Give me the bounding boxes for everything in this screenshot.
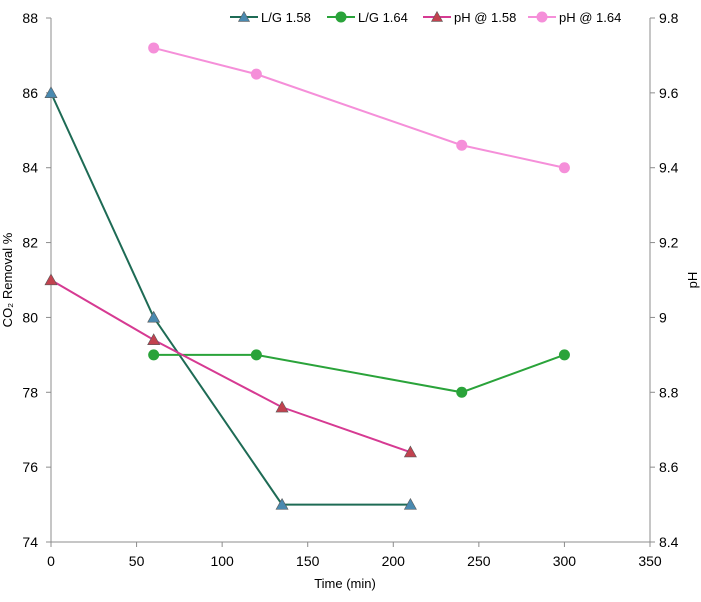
series-2 <box>148 349 570 398</box>
y2-tick-label: 8.8 <box>659 384 679 400</box>
x-tick-label: 100 <box>210 553 234 569</box>
legend-item: L/G 1.64 <box>327 10 408 25</box>
legend-label: pH @ 1.64 <box>559 10 621 25</box>
y2-tick-label: 9.6 <box>659 85 679 101</box>
series-line <box>153 353 565 394</box>
data-point <box>147 333 161 345</box>
legend-item: pH @ 1.64 <box>528 10 621 25</box>
x-tick-label: 250 <box>467 553 491 569</box>
legend-label: L/G 1.64 <box>358 10 408 25</box>
data-point <box>147 310 161 323</box>
y-tick-label: 88 <box>22 10 38 26</box>
y-axis-title: CO₂ Removal % <box>0 232 15 327</box>
data-point <box>275 497 289 510</box>
series-line <box>153 46 565 169</box>
legend-marker <box>430 10 444 22</box>
data-point <box>250 349 262 361</box>
series-line <box>50 279 411 454</box>
data-point <box>275 400 289 413</box>
y2-tick-label: 9.2 <box>659 235 679 251</box>
data-point <box>456 139 468 151</box>
x-tick-label: 50 <box>129 553 145 569</box>
x-tick-label: 200 <box>382 553 406 569</box>
y2-tick-label: 9.4 <box>659 160 679 176</box>
data-point <box>148 349 160 361</box>
x-tick-label: 0 <box>47 553 55 569</box>
data-point <box>403 497 417 510</box>
legend-label: L/G 1.58 <box>261 10 311 25</box>
y2-axis-title: pH <box>685 272 700 289</box>
y-tick-label: 82 <box>22 235 38 251</box>
y-tick-label: 76 <box>22 459 38 475</box>
legend-marker <box>237 10 251 22</box>
x-axis-title: Time (min) <box>314 576 376 591</box>
series-1 <box>44 86 417 510</box>
legend-label: pH @ 1.58 <box>454 10 516 25</box>
data-point <box>44 86 58 98</box>
data-point <box>558 162 570 174</box>
y2-tick-label: 8.4 <box>659 534 679 550</box>
data-point <box>148 42 160 54</box>
y-tick-label: 78 <box>22 384 38 400</box>
y-tick-label: 84 <box>22 160 38 176</box>
y-tick-label: 80 <box>22 309 38 325</box>
y2-tick-label: 8.6 <box>659 459 679 475</box>
legend-marker <box>536 11 548 23</box>
y2-tick-label: 9 <box>659 309 667 325</box>
data-point <box>456 386 468 398</box>
x-tick-label: 150 <box>296 553 320 569</box>
x-tick-label: 300 <box>553 553 577 569</box>
legend-item: pH @ 1.58 <box>423 10 516 25</box>
x-tick-label: 350 <box>638 553 662 569</box>
legend-marker <box>335 11 347 23</box>
data-point <box>250 68 262 80</box>
legend-item: L/G 1.58 <box>230 10 311 25</box>
axes: 0 50 100 150 200 250 300 350 74 76 78 80 82 84 86 88 8.4… <box>22 10 678 569</box>
data-point <box>558 349 570 361</box>
series-line <box>50 92 411 506</box>
series-3 <box>44 273 417 458</box>
data-point <box>44 273 58 286</box>
y-tick-label: 86 <box>22 85 38 101</box>
y2-tick-label: 9.8 <box>659 10 679 26</box>
series-4 <box>148 42 570 174</box>
series-layer <box>44 42 570 510</box>
y-tick-label: 74 <box>22 534 38 550</box>
legend: L/G 1.58 L/G 1.64 pH @ 1.58 pH @ 1.64 <box>230 10 621 25</box>
data-point <box>403 445 417 458</box>
